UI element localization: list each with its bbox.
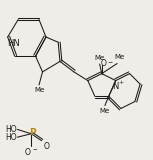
Text: +: + <box>118 80 123 85</box>
Text: −: − <box>33 146 37 151</box>
Text: O: O <box>101 59 106 68</box>
Text: Me: Me <box>34 87 44 93</box>
Text: O: O <box>24 148 30 157</box>
Text: N: N <box>112 82 118 91</box>
Text: O: O <box>43 142 49 152</box>
Text: P: P <box>29 128 36 137</box>
Text: −: − <box>108 59 113 64</box>
Text: HO: HO <box>5 133 16 142</box>
Text: HN: HN <box>7 39 20 48</box>
Text: Me: Me <box>94 55 104 61</box>
Text: HO: HO <box>5 125 16 134</box>
Text: Me: Me <box>114 54 124 60</box>
Text: Me: Me <box>99 108 110 114</box>
